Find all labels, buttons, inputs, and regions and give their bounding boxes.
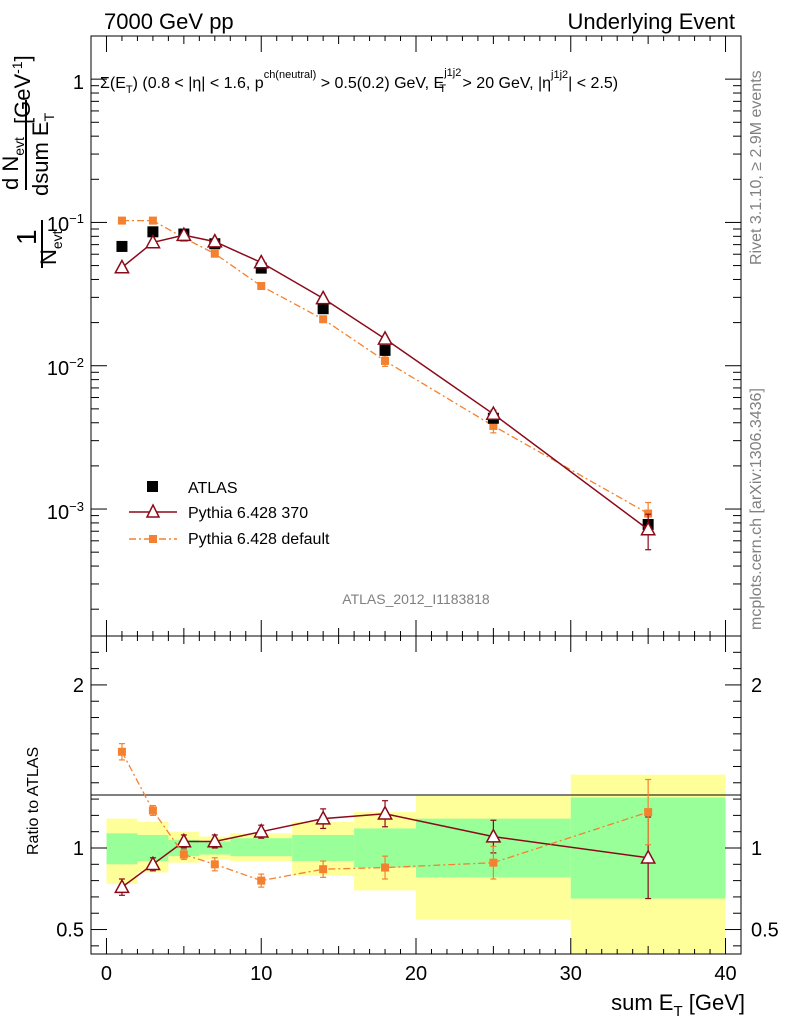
ratio-ticks <box>91 635 741 954</box>
point-pythia-370 <box>175 226 192 242</box>
point-pythia-default <box>644 509 653 518</box>
stat-uncertainty-band <box>106 833 138 865</box>
main-title: Σ(ET) (0.8 < |η| < 1.6, pch(neutral) > 0… <box>100 67 618 96</box>
x-tick-label: 30 <box>560 963 582 985</box>
ratio-point-pythia-370 <box>253 823 270 838</box>
ratio-point-pythia-default <box>117 747 126 756</box>
x-axis-title: sum ET [GeV] <box>611 990 745 1020</box>
legend-label-atlas: ATLAS <box>188 480 238 497</box>
ratio-tick-labels: 0.5 0.51 12 20 10 20 30 40 <box>56 675 779 985</box>
ratio-point-pythia-default <box>179 850 188 859</box>
svg-text:1: 1 <box>11 229 42 245</box>
ratio-point-pythia-default <box>644 808 653 817</box>
point-pythia-370 <box>114 258 130 274</box>
point-pythia-default <box>381 356 390 365</box>
ratio-y-tick-label: 1 <box>73 838 84 860</box>
ratio-point-pythia-370 <box>114 878 130 894</box>
legend: ATLAS Pythia 6.428 370 Pythia 6.428 defa… <box>129 480 330 548</box>
point-pythia-default <box>257 282 266 291</box>
point-pythia-default <box>210 249 219 258</box>
x-tick-label: 0 <box>101 963 112 985</box>
point-atlas <box>379 344 391 356</box>
point-atlas <box>317 303 329 315</box>
ratio-point-pythia-370 <box>144 855 161 871</box>
point-atlas <box>147 226 159 238</box>
ratio-y-tick-label-right: 1 <box>751 838 762 860</box>
legend-item-atlas: ATLAS <box>147 480 238 497</box>
point-pythia-370 <box>485 405 502 421</box>
svg-text:d Nevt: d Nevt <box>0 137 27 190</box>
ratio-point-pythia-default <box>210 860 219 869</box>
legend-marker-atlas <box>147 481 158 492</box>
ratio-series <box>114 743 657 900</box>
main-y-axis-title: 1 Nevt d Nevt dsum ET [GeV-1] <box>0 55 65 268</box>
ratio-point-pythia-370 <box>315 810 332 825</box>
ratio-point-pythia-370 <box>206 832 223 848</box>
ratio-point-pythia-default <box>148 806 157 815</box>
legend-marker-pythia-370 <box>145 503 161 518</box>
point-pythia-default <box>489 421 498 430</box>
stat-uncertainty-band <box>230 838 293 857</box>
header-left: 7000 GeV pp <box>104 9 234 34</box>
point-atlas <box>116 240 128 252</box>
legend-marker-pythia-default <box>149 535 157 543</box>
ratio-y-axis-title: Ratio to ATLAS <box>25 747 42 855</box>
ratio-point-pythia-370 <box>640 849 657 864</box>
ratio-y-tick-label-right: 0.5 <box>751 920 779 942</box>
ratio-bands <box>106 774 726 954</box>
y-tick-label-1e-2: 10−2 <box>47 355 84 380</box>
mcplots-label: mcplots.cern.ch [arXiv:1306.3436] <box>748 388 765 630</box>
point-pythia-default <box>117 216 126 225</box>
point-pythia-default <box>319 315 328 324</box>
ratio-point-pythia-default <box>257 876 266 885</box>
ratio-point-pythia-370 <box>377 805 393 820</box>
ratio-y-tick-label: 0.5 <box>56 920 84 942</box>
point-pythia-370 <box>315 289 332 305</box>
y-tick-label-1e-3: 10−3 <box>47 499 84 524</box>
point-pythia-370 <box>144 233 161 249</box>
ratio-point-pythia-default <box>489 858 498 867</box>
legend-label-pythia-default: Pythia 6.428 default <box>188 531 330 548</box>
ratio-y-tick-label-right: 2 <box>751 675 762 697</box>
main-panel: Σ(ET) (0.8 < |η| < 1.6, pch(neutral) > 0… <box>0 35 742 637</box>
svg-text:dsum ET: dsum ET <box>28 112 57 196</box>
ratio-point-pythia-default <box>319 865 328 874</box>
ratio-point-pythia-default <box>381 863 390 872</box>
ratio-point-pythia-370 <box>485 828 502 843</box>
legend-label-pythia-370: Pythia 6.428 370 <box>188 505 308 522</box>
point-pythia-default <box>148 216 157 225</box>
ratio-panel: 0.5 0.51 12 20 10 20 30 40 Ratio to ATLAS <box>25 635 779 985</box>
point-pythia-370 <box>377 330 393 345</box>
series-line-pythia-default <box>121 219 649 515</box>
analysis-watermark: ATLAS_2012_I1183818 <box>342 591 490 607</box>
stat-uncertainty-band <box>292 834 355 862</box>
main-ticks <box>91 35 741 636</box>
x-tick-label: 20 <box>405 963 427 985</box>
ratio-point-pythia-370 <box>175 832 192 848</box>
rivet-label: Rivet 3.1.10, ≥ 2.9M events <box>748 70 765 265</box>
x-tick-label: 40 <box>714 963 736 985</box>
point-pythia-370 <box>640 520 657 536</box>
point-pythia-370 <box>206 233 223 248</box>
x-tick-label: 10 <box>250 963 272 985</box>
svg-text:[GeV-1]: [GeV-1] <box>9 55 35 124</box>
point-pythia-370 <box>253 253 270 269</box>
legend-item-pythia-default: Pythia 6.428 default <box>129 531 330 548</box>
header-right: Underlying Event <box>567 9 735 34</box>
legend-item-pythia-370: Pythia 6.428 370 <box>129 503 308 522</box>
ratio-y-tick-label: 2 <box>73 675 84 697</box>
y-tick-label-1: 1 <box>73 72 84 94</box>
main-series <box>114 216 657 551</box>
